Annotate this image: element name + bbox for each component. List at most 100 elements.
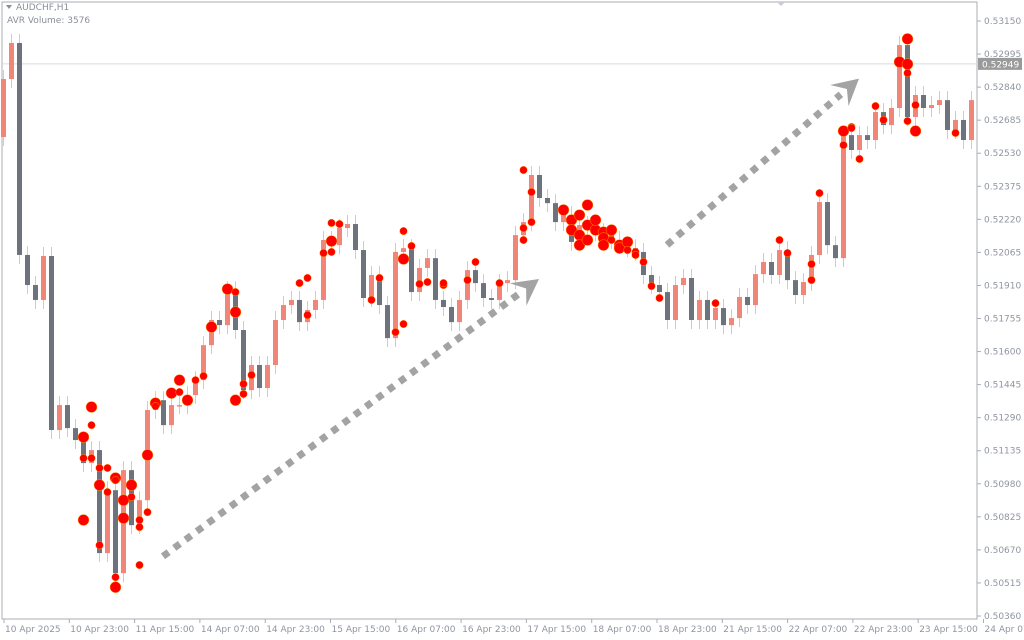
volume-marker — [79, 454, 88, 463]
candle-body-bull — [281, 305, 286, 320]
candle-body-bull — [529, 174, 534, 223]
candle-body-bull — [169, 405, 174, 426]
candle — [921, 86, 926, 118]
candle-body-bear — [537, 174, 542, 199]
candle-body-bull — [817, 202, 822, 255]
candle-body-bear — [65, 405, 70, 429]
volume-marker — [581, 234, 594, 246]
symbol-text: AUDCHF,H1 — [16, 3, 70, 13]
y-tick-label: 0.50360 — [984, 612, 1021, 622]
candle-body-bear — [361, 250, 366, 299]
candle — [513, 226, 518, 290]
candle-body-bull — [369, 274, 374, 299]
candle-body-bear — [25, 254, 30, 286]
volume-marker — [901, 33, 914, 45]
candle — [817, 193, 822, 264]
candle-body-bull — [937, 100, 942, 106]
volume-marker — [239, 379, 248, 388]
candle-body-bull — [273, 319, 278, 365]
y-tick-label: 0.50980 — [984, 480, 1021, 490]
candle — [281, 296, 286, 329]
candle-body-bear — [905, 45, 910, 117]
price-axis: 0.53150 0.52995 0.52840 0.52685 0.52530 0.523… — [977, 17, 1022, 622]
volume-marker — [951, 128, 960, 137]
trend-arrow[interactable] — [664, 78, 859, 248]
volume-marker — [319, 249, 328, 258]
candle-body-bull — [777, 250, 782, 275]
candle-body-bull — [225, 290, 230, 326]
candle-body-bear — [441, 299, 446, 307]
volume-marker — [807, 260, 816, 269]
candle-body-bull — [505, 280, 510, 284]
y-tick-label: 0.51290 — [984, 414, 1021, 424]
arrow-head-icon — [509, 279, 539, 306]
candle-body-bear — [97, 450, 102, 554]
candle — [169, 396, 174, 435]
candle — [377, 265, 382, 315]
candle — [857, 126, 862, 160]
x-tick-label: 16 Apr 07:00 — [397, 625, 456, 635]
volume-marker — [557, 204, 570, 216]
candle — [473, 261, 478, 293]
x-tick-label: 22 Apr 23:00 — [854, 625, 913, 635]
candle — [273, 310, 278, 374]
candle — [265, 355, 270, 398]
x-tick-label: 18 Apr 07:00 — [593, 625, 652, 635]
x-tick-label: 24 Apr 07:00 — [985, 625, 1024, 635]
trend-arrow[interactable] — [160, 279, 539, 560]
candle-body-bear — [945, 100, 950, 130]
candle — [665, 283, 670, 329]
collapse-triangle-icon[interactable] — [6, 5, 12, 9]
volume-marker — [239, 389, 248, 398]
candle — [785, 241, 790, 290]
candle — [9, 33, 14, 89]
candle-body-bear — [481, 283, 486, 299]
volume-marker — [397, 253, 410, 265]
candle-body-bull — [841, 135, 846, 259]
candle — [441, 290, 446, 316]
volume-marker — [143, 508, 152, 517]
y-tick-label: 0.51910 — [984, 281, 1021, 291]
volume-marker — [909, 125, 922, 137]
candle — [745, 287, 750, 315]
candle — [345, 215, 350, 238]
candle — [465, 261, 470, 309]
candle-body-bear — [297, 299, 302, 323]
volume-marker — [173, 374, 186, 386]
candle-body-bear — [785, 250, 790, 281]
volume-marker — [335, 220, 344, 229]
volume-marker — [221, 283, 234, 295]
candle-body-bull — [897, 45, 902, 109]
volume-marker — [903, 69, 912, 78]
candle — [825, 193, 830, 255]
candle — [889, 99, 894, 135]
candle — [801, 273, 806, 305]
candle — [425, 249, 430, 277]
volume-marker — [95, 541, 104, 550]
candle-body-bear — [825, 202, 830, 246]
candle — [481, 274, 486, 308]
volume-marker — [117, 494, 130, 506]
candle-body-bull — [41, 256, 46, 300]
x-tick-label: 23 Apr 15:00 — [919, 625, 978, 635]
volume-markers — [77, 33, 960, 593]
volume-marker — [327, 218, 336, 227]
chart-shift-marker-icon[interactable] — [777, 2, 785, 6]
volume-marker — [423, 278, 432, 287]
symbol-label: AUDCHF,H1 — [6, 3, 69, 13]
candle-body-bull — [313, 299, 318, 310]
candle — [257, 355, 262, 398]
volume-marker — [247, 371, 256, 380]
volume-marker — [519, 224, 528, 233]
candle-body-bull — [193, 380, 198, 396]
candle-body-bull — [737, 296, 742, 319]
candle — [41, 247, 46, 309]
candle — [353, 215, 358, 260]
candle-body-bear — [17, 42, 22, 255]
candle-body-bear — [377, 274, 382, 306]
volume-marker — [605, 224, 618, 236]
volume-marker — [95, 463, 104, 472]
volume-marker — [303, 273, 312, 282]
volume-marker — [597, 239, 610, 251]
